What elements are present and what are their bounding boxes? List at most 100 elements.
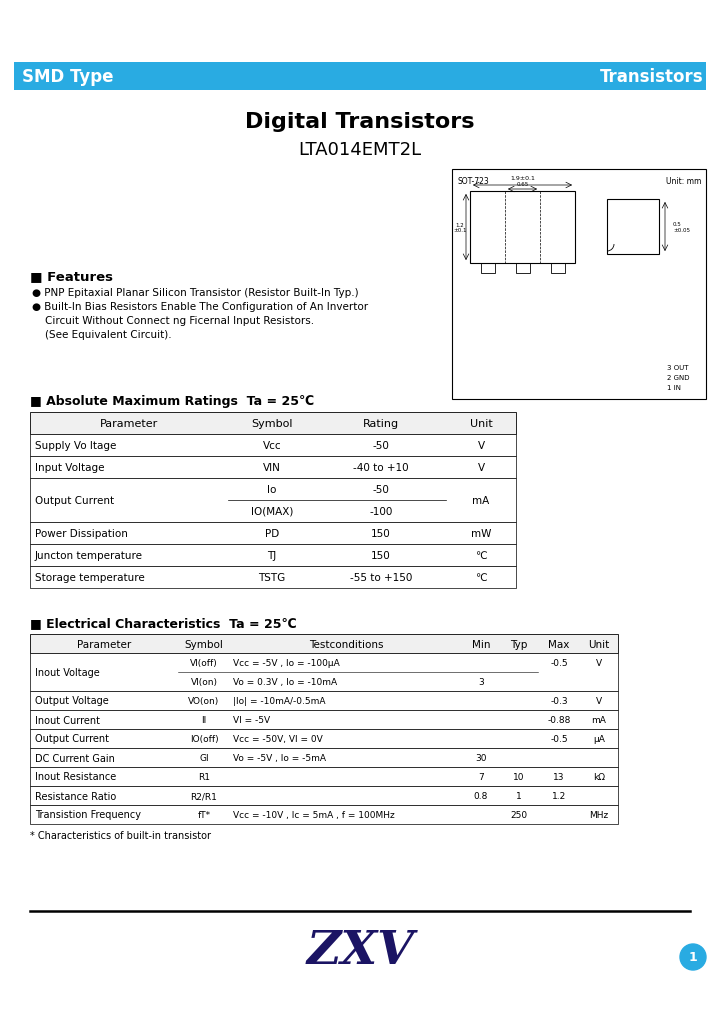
Text: Output Current: Output Current bbox=[35, 495, 114, 506]
Text: -100: -100 bbox=[369, 507, 392, 517]
Bar bbox=[452, 170, 706, 399]
Text: 250: 250 bbox=[510, 810, 528, 819]
Text: Typ: Typ bbox=[510, 639, 528, 649]
Text: Transistion Frequency: Transistion Frequency bbox=[35, 810, 141, 820]
Text: 0.65: 0.65 bbox=[516, 182, 528, 187]
Text: DC Current Gain: DC Current Gain bbox=[35, 753, 115, 762]
Bar bbox=[30, 566, 516, 588]
Text: Storage temperature: Storage temperature bbox=[35, 572, 145, 582]
Text: 7: 7 bbox=[478, 772, 484, 782]
Text: II: II bbox=[202, 716, 207, 724]
Text: 1: 1 bbox=[688, 950, 698, 963]
Text: SMD Type: SMD Type bbox=[22, 68, 114, 86]
Text: Vo = 0.3V , Io = -10mA: Vo = 0.3V , Io = -10mA bbox=[233, 677, 337, 686]
Text: 1.2: 1.2 bbox=[552, 792, 566, 801]
Text: Digital Transistors: Digital Transistors bbox=[246, 112, 474, 131]
Text: -50: -50 bbox=[372, 441, 390, 451]
Text: ℃: ℃ bbox=[475, 572, 487, 582]
Text: V: V bbox=[596, 697, 602, 706]
Text: 30: 30 bbox=[475, 753, 487, 762]
Text: ● Built-In Bias Resistors Enable The Configuration of An Invertor: ● Built-In Bias Resistors Enable The Con… bbox=[32, 301, 368, 311]
Text: 10: 10 bbox=[513, 772, 525, 782]
Bar bbox=[30, 729, 618, 748]
Text: MHz: MHz bbox=[590, 810, 608, 819]
Text: Resistance Ratio: Resistance Ratio bbox=[35, 791, 116, 801]
Text: mA: mA bbox=[472, 495, 490, 506]
Text: Symbol: Symbol bbox=[251, 419, 293, 429]
Text: Juncton temperature: Juncton temperature bbox=[35, 550, 143, 560]
Text: -55 to +150: -55 to +150 bbox=[350, 572, 412, 582]
Text: Transistors: Transistors bbox=[600, 68, 704, 86]
Bar bbox=[30, 412, 516, 435]
Text: -50: -50 bbox=[372, 484, 390, 494]
Text: VIN: VIN bbox=[263, 463, 281, 472]
Bar bbox=[30, 748, 618, 767]
Text: V: V bbox=[477, 463, 485, 472]
Text: |Io| = -10mA/-0.5mA: |Io| = -10mA/-0.5mA bbox=[233, 697, 325, 706]
Text: Vcc = -50V, VI = 0V: Vcc = -50V, VI = 0V bbox=[233, 734, 323, 743]
Bar bbox=[30, 692, 618, 711]
Text: 1: 1 bbox=[516, 792, 522, 801]
Text: VI = -5V: VI = -5V bbox=[233, 716, 270, 724]
Text: Inout Voltage: Inout Voltage bbox=[35, 667, 100, 677]
Circle shape bbox=[680, 944, 706, 970]
Text: SOT-723: SOT-723 bbox=[457, 177, 489, 186]
Text: Output Current: Output Current bbox=[35, 734, 109, 744]
Text: -0.5: -0.5 bbox=[550, 658, 568, 667]
Text: Vcc = -10V , Ic = 5mA , f = 100MHz: Vcc = -10V , Ic = 5mA , f = 100MHz bbox=[233, 810, 395, 819]
Text: V: V bbox=[477, 441, 485, 451]
Bar bbox=[30, 435, 516, 457]
Text: ZXV: ZXV bbox=[306, 927, 414, 973]
Bar bbox=[30, 711, 618, 729]
Text: kΩ: kΩ bbox=[593, 772, 605, 782]
Text: VO(on): VO(on) bbox=[189, 697, 220, 706]
Text: TSTG: TSTG bbox=[258, 572, 286, 582]
Bar bbox=[480, 264, 495, 274]
Text: Min: Min bbox=[472, 639, 490, 649]
Text: LTA014EMT2L: LTA014EMT2L bbox=[298, 141, 422, 159]
Bar bbox=[30, 545, 516, 566]
Text: VI(off): VI(off) bbox=[190, 658, 218, 667]
Text: Vcc: Vcc bbox=[263, 441, 282, 451]
Bar bbox=[30, 478, 516, 523]
Text: (See Equivalent Circuit).: (See Equivalent Circuit). bbox=[32, 330, 171, 340]
Text: Unit: mm: Unit: mm bbox=[665, 177, 701, 186]
Bar bbox=[470, 192, 575, 264]
Text: * Characteristics of built-in transistor: * Characteristics of built-in transistor bbox=[30, 830, 211, 840]
Text: 1.9±0.1: 1.9±0.1 bbox=[510, 176, 535, 181]
Text: 2 GND: 2 GND bbox=[667, 375, 690, 380]
Text: 3 OUT: 3 OUT bbox=[667, 365, 688, 371]
Text: PD: PD bbox=[265, 529, 279, 539]
Text: GI: GI bbox=[199, 753, 209, 762]
Text: Output Voltage: Output Voltage bbox=[35, 696, 109, 706]
Text: -0.3: -0.3 bbox=[550, 697, 568, 706]
Text: 1 IN: 1 IN bbox=[667, 384, 681, 390]
Bar bbox=[516, 264, 529, 274]
Text: Inout Resistance: Inout Resistance bbox=[35, 771, 116, 782]
Text: Vo = -5V , Io = -5mA: Vo = -5V , Io = -5mA bbox=[233, 753, 326, 762]
Text: mA: mA bbox=[592, 716, 606, 724]
Text: Parameter: Parameter bbox=[77, 639, 131, 649]
Bar bbox=[30, 457, 516, 478]
Text: Unit: Unit bbox=[469, 419, 492, 429]
Text: -40 to +10: -40 to +10 bbox=[354, 463, 409, 472]
Text: Supply Vo ltage: Supply Vo ltage bbox=[35, 441, 117, 451]
Text: mW: mW bbox=[471, 529, 491, 539]
Text: 150: 150 bbox=[371, 529, 391, 539]
Text: ■ Absolute Maximum Ratings  Ta = 25℃: ■ Absolute Maximum Ratings Ta = 25℃ bbox=[30, 394, 314, 407]
Text: 3: 3 bbox=[478, 677, 484, 686]
Text: -0.5: -0.5 bbox=[550, 734, 568, 743]
Text: -0.88: -0.88 bbox=[547, 716, 571, 724]
Text: Rating: Rating bbox=[363, 419, 399, 429]
Text: IO(MAX): IO(MAX) bbox=[251, 507, 293, 517]
Text: Vcc = -5V , Io = -100μA: Vcc = -5V , Io = -100μA bbox=[233, 658, 340, 667]
Text: Inout Current: Inout Current bbox=[35, 715, 100, 725]
Text: Unit: Unit bbox=[588, 639, 610, 649]
Text: 150: 150 bbox=[371, 550, 391, 560]
Text: 0.5
±0.05: 0.5 ±0.05 bbox=[673, 221, 690, 233]
Text: R2/R1: R2/R1 bbox=[191, 792, 217, 801]
Text: Circuit Without Connect ng Ficernal Input Resistors.: Circuit Without Connect ng Ficernal Inpu… bbox=[32, 315, 314, 326]
Text: R1: R1 bbox=[198, 772, 210, 782]
Text: V: V bbox=[596, 658, 602, 667]
Text: Power Dissipation: Power Dissipation bbox=[35, 529, 128, 539]
